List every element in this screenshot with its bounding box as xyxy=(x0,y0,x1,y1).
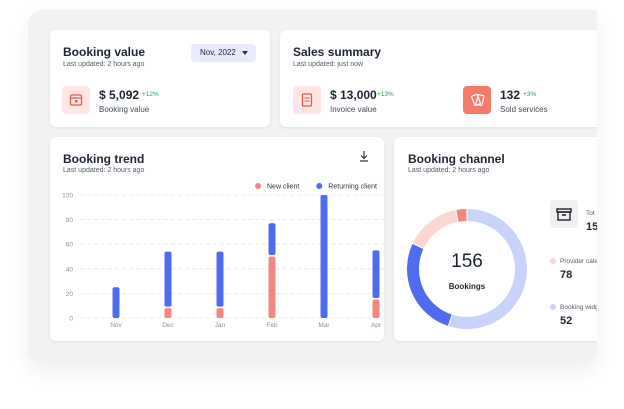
donut-segment xyxy=(407,244,452,326)
calendar-icon xyxy=(62,86,90,114)
amount-label: Booking value xyxy=(99,105,150,114)
y-tick-label: 80 xyxy=(66,217,74,224)
services-icon xyxy=(463,86,491,114)
card-title: Sales summary xyxy=(293,45,382,59)
sales-summary-card: Sales summary Last updated: just now $ 1… xyxy=(280,30,597,127)
card-subtitle: Last updated: 2 hours ago xyxy=(63,167,145,174)
legend-dot xyxy=(316,183,323,189)
change: +12% xyxy=(142,91,159,98)
card-title: Booking value xyxy=(63,45,146,59)
legend-label: Returning client xyxy=(328,184,377,191)
store-icon-bg xyxy=(550,200,578,228)
x-tick-label: Feb xyxy=(266,322,278,329)
card-title: Booking channel xyxy=(408,152,505,166)
bar-segment xyxy=(320,195,328,318)
y-tick-label: 20 xyxy=(66,291,74,298)
center-label: Bookings xyxy=(449,282,486,291)
download-icon[interactable] xyxy=(360,151,368,162)
card-subtitle: Last updated: 2 hours ago xyxy=(63,61,145,68)
amount-label: Invoice value xyxy=(330,105,377,114)
y-tick-label: 0 xyxy=(69,316,73,323)
legend-label: Provider cale xyxy=(560,258,597,265)
legend-dot xyxy=(255,183,261,189)
change: +3% xyxy=(523,91,537,98)
legend-dot xyxy=(550,304,556,310)
legend-dot xyxy=(550,258,556,264)
legend-label: Booking widg xyxy=(560,304,597,311)
x-tick-label: Apr xyxy=(371,322,382,329)
bar-segment xyxy=(372,299,380,318)
donut-chart: 156 Bookings Tot 15 Provider cale 78 Booking w… xyxy=(407,200,597,329)
card-subtitle: Last updated: just now xyxy=(293,61,364,68)
bar-segment xyxy=(112,287,120,318)
x-tick-label: Dec xyxy=(162,322,174,329)
x-tick-label: Nov xyxy=(110,322,122,329)
amount: $ 13,000 xyxy=(330,88,377,102)
y-tick-label: 40 xyxy=(66,266,74,273)
legend-value: 52 xyxy=(560,315,572,327)
y-tick-label: 60 xyxy=(66,242,74,249)
legend-label: Tot xyxy=(586,210,595,217)
bar-segment xyxy=(164,308,172,318)
center-value: 156 xyxy=(451,251,483,272)
amount: 132 xyxy=(500,88,521,102)
bar-segment xyxy=(268,256,276,318)
card-title: Booking trend xyxy=(63,152,145,166)
donut-segment xyxy=(449,209,527,329)
booking-trend-card: Booking trend Last updated: 2 hours ago … xyxy=(50,137,384,341)
store-icon xyxy=(556,208,572,221)
dashboard: Booking value Last updated: 2 hours ago … xyxy=(28,10,597,365)
dropdown-caret xyxy=(242,51,248,58)
x-tick-label: Mar xyxy=(318,322,330,329)
card-subtitle: Last updated: 2 hours ago xyxy=(408,167,490,174)
donut-segment xyxy=(412,210,458,249)
legend-value: 15 xyxy=(586,221,597,233)
booking-value-card: Booking value Last updated: 2 hours ago … xyxy=(50,30,270,127)
legend-value: 78 xyxy=(560,269,572,281)
change: +13% xyxy=(377,91,394,98)
donut-segment xyxy=(456,209,467,222)
month-dropdown[interactable]: Nov, 2022 xyxy=(191,44,256,62)
x-tick-label: Jan xyxy=(215,322,226,329)
bar-segment xyxy=(164,251,172,307)
invoice-icon xyxy=(293,86,321,114)
bar-segment xyxy=(216,251,224,307)
legend-label: New client xyxy=(267,184,299,191)
bar-segment xyxy=(268,223,276,255)
booking-channel-card: Booking channel Last updated: 2 hours ag… xyxy=(394,137,597,341)
bar-chart: 0 20 40 60 80 100 New client Returning client No… xyxy=(62,151,384,329)
y-tick-label: 100 xyxy=(62,193,73,200)
dropdown-text: Nov, 2022 xyxy=(200,48,236,57)
bar-segment xyxy=(216,308,224,318)
amount: $ 5,092 xyxy=(99,88,140,102)
bar-segment xyxy=(372,250,380,299)
amount-label: Sold services xyxy=(500,105,548,114)
